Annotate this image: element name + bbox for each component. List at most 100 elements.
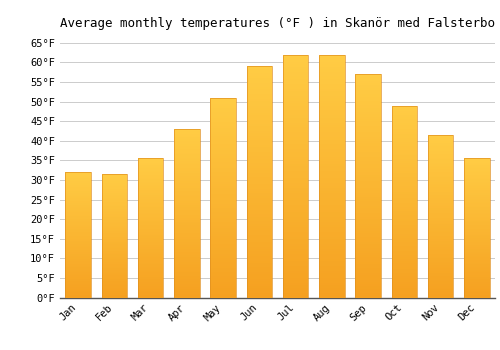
Bar	[283, 210, 308, 212]
Bar	[283, 113, 308, 115]
Bar	[210, 186, 236, 188]
Bar	[283, 256, 308, 259]
Bar	[356, 74, 381, 298]
Bar	[428, 223, 454, 224]
Bar	[319, 60, 344, 62]
Bar	[66, 175, 91, 176]
Bar	[174, 186, 200, 188]
Bar	[464, 224, 489, 225]
Bar	[210, 289, 236, 292]
Bar	[210, 272, 236, 273]
Bar	[392, 261, 417, 263]
Bar	[138, 279, 164, 281]
Bar	[319, 283, 344, 285]
Bar	[319, 149, 344, 152]
Bar	[246, 189, 272, 191]
Bar	[319, 196, 344, 198]
Bar	[356, 144, 381, 146]
Bar	[464, 169, 489, 171]
Bar	[392, 178, 417, 180]
Bar	[428, 153, 454, 154]
Bar	[392, 234, 417, 236]
Bar	[392, 230, 417, 232]
Bar	[356, 83, 381, 85]
Bar	[138, 266, 164, 267]
Bar	[210, 260, 236, 261]
Bar	[66, 260, 91, 261]
Bar	[283, 208, 308, 210]
Bar	[319, 140, 344, 142]
Bar	[428, 281, 454, 283]
Bar	[210, 295, 236, 298]
Bar	[319, 103, 344, 106]
Bar	[174, 136, 200, 138]
Bar	[66, 180, 91, 181]
Bar	[283, 84, 308, 86]
Bar	[464, 161, 489, 163]
Bar	[283, 212, 308, 215]
Bar	[210, 228, 236, 230]
Bar	[210, 270, 236, 272]
Bar	[102, 216, 127, 217]
Bar	[210, 210, 236, 212]
Bar	[392, 121, 417, 123]
Bar	[174, 235, 200, 237]
Bar	[174, 269, 200, 271]
Bar	[283, 86, 308, 89]
Bar	[464, 211, 489, 213]
Bar	[102, 283, 127, 284]
Bar	[319, 256, 344, 259]
Bar	[210, 273, 236, 275]
Bar	[246, 66, 272, 69]
Bar	[246, 212, 272, 214]
Bar	[283, 159, 308, 161]
Bar	[102, 243, 127, 244]
Bar	[464, 286, 489, 288]
Bar	[464, 185, 489, 186]
Bar	[428, 228, 454, 229]
Bar	[138, 289, 164, 290]
Bar	[246, 156, 272, 159]
Bar	[428, 179, 454, 181]
Bar	[392, 148, 417, 150]
Bar	[210, 205, 236, 208]
Bar	[392, 219, 417, 221]
Bar	[356, 150, 381, 152]
Bar	[210, 114, 236, 116]
Bar	[246, 87, 272, 90]
Bar	[66, 177, 91, 178]
Bar	[138, 210, 164, 211]
Bar	[283, 125, 308, 127]
Bar	[102, 218, 127, 220]
Bar	[246, 210, 272, 212]
Bar	[102, 184, 127, 185]
Bar	[319, 122, 344, 125]
Bar	[283, 295, 308, 298]
Bar	[66, 284, 91, 285]
Bar	[283, 193, 308, 196]
Bar	[138, 243, 164, 245]
Bar	[283, 205, 308, 208]
Bar	[319, 86, 344, 89]
Bar	[66, 250, 91, 251]
Bar	[356, 257, 381, 260]
Bar	[392, 296, 417, 298]
Bar	[246, 182, 272, 184]
Bar	[66, 261, 91, 262]
Bar	[464, 268, 489, 270]
Bar	[464, 266, 489, 267]
Bar	[319, 203, 344, 205]
Bar	[392, 223, 417, 225]
Bar	[319, 225, 344, 227]
Bar	[283, 91, 308, 93]
Bar	[174, 277, 200, 279]
Bar	[392, 215, 417, 217]
Bar	[319, 156, 344, 159]
Bar	[428, 203, 454, 205]
Bar	[246, 140, 272, 143]
Bar	[356, 74, 381, 76]
Bar	[66, 259, 91, 260]
Bar	[174, 213, 200, 215]
Bar	[102, 295, 127, 296]
Bar	[102, 175, 127, 176]
